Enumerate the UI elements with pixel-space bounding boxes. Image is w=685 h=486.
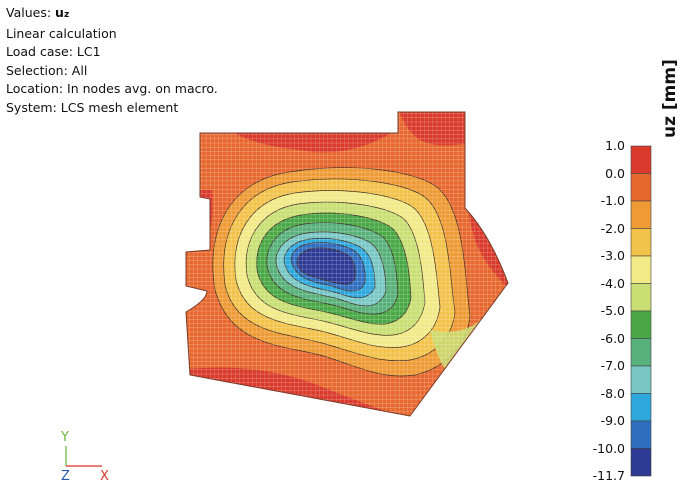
legend-swatch <box>630 448 652 477</box>
legend-title: uz [mm] <box>660 59 680 138</box>
slab-outline <box>185 111 509 417</box>
legend-tick-label: -6.0 <box>600 330 625 346</box>
location: Location: In nodes avg. on macro. <box>6 81 218 97</box>
legend-tick-label: -10.0 <box>592 440 625 456</box>
calculation-type: Linear calculation <box>6 25 117 41</box>
axis-z-label: Z <box>61 469 70 484</box>
values-quantity: u <box>55 5 64 20</box>
legend-swatch <box>630 200 652 229</box>
legend-swatch <box>630 420 652 449</box>
values-line: Values: uz <box>6 4 218 25</box>
legend-tick-label: -11.7 <box>592 468 625 483</box>
legend-tick-label: -2.0 <box>600 220 625 236</box>
legend-swatch <box>630 255 652 284</box>
load-case: Load case: LC1 <box>6 44 101 60</box>
axis-x-label: X <box>100 469 109 484</box>
coordinate-system: System: LCS mesh element <box>6 99 179 115</box>
values-prefix: Values: <box>6 5 56 20</box>
legend-tick-label: -9.0 <box>600 413 625 428</box>
legend-swatch <box>630 283 652 312</box>
axis-indicator <box>65 446 102 467</box>
legend-swatch <box>630 365 652 394</box>
legend-tick-label: -4.0 <box>600 275 625 291</box>
legend-tick-label: -8.0 <box>600 385 625 401</box>
legend-tick-label: -7.0 <box>600 358 625 373</box>
result-info-panel: Values: uz Linear calculation Load case:… <box>6 4 218 118</box>
legend-swatch <box>630 393 652 422</box>
legend-color-bar <box>630 145 652 477</box>
selection: Selection: All <box>6 62 88 78</box>
slab-contours <box>186 112 508 416</box>
legend-tick-label: -1.0 <box>600 193 625 208</box>
legend-swatch <box>630 228 652 257</box>
legend-swatch <box>630 145 652 174</box>
legend-tick-label: 1.0 <box>605 138 625 153</box>
legend-swatch <box>630 173 652 202</box>
legend-swatch <box>630 310 652 339</box>
values-subscript: z <box>63 10 70 20</box>
legend-swatch <box>630 338 652 367</box>
axis-y-label: Y <box>61 430 69 445</box>
legend-tick-label: -3.0 <box>600 248 625 263</box>
legend-tick-label: -5.0 <box>600 303 625 318</box>
legend-tick-label: 0.0 <box>605 165 625 181</box>
